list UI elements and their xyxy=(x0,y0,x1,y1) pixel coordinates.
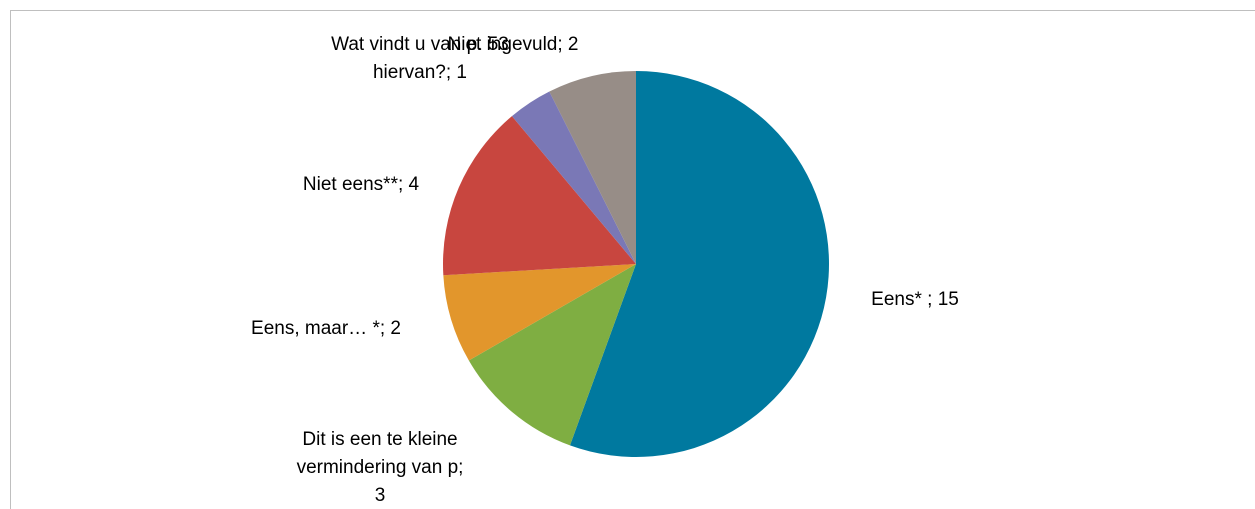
data-label: Niet eens**; 4 xyxy=(303,174,420,195)
data-label: Wat vindt u van p. 53 xyxy=(331,34,509,55)
data-label: Niet ingevuld; 2 xyxy=(448,34,579,55)
data-label: vermindering van p; xyxy=(297,457,464,478)
data-label: 3 xyxy=(375,485,386,506)
data-label: Eens, maar… *; 2 xyxy=(251,318,401,339)
pie-slice xyxy=(511,91,636,264)
data-label: Eens* ; 15 xyxy=(871,289,959,310)
chart-frame xyxy=(10,10,1255,509)
pie-slice xyxy=(569,71,829,457)
pie-slice xyxy=(443,264,636,361)
pie-slice xyxy=(468,264,636,446)
data-label: Dit is een te kleine xyxy=(302,429,457,450)
data-label: hiervan?; 1 xyxy=(373,62,467,83)
pie-slice xyxy=(549,71,636,264)
pie-slice xyxy=(443,116,636,276)
